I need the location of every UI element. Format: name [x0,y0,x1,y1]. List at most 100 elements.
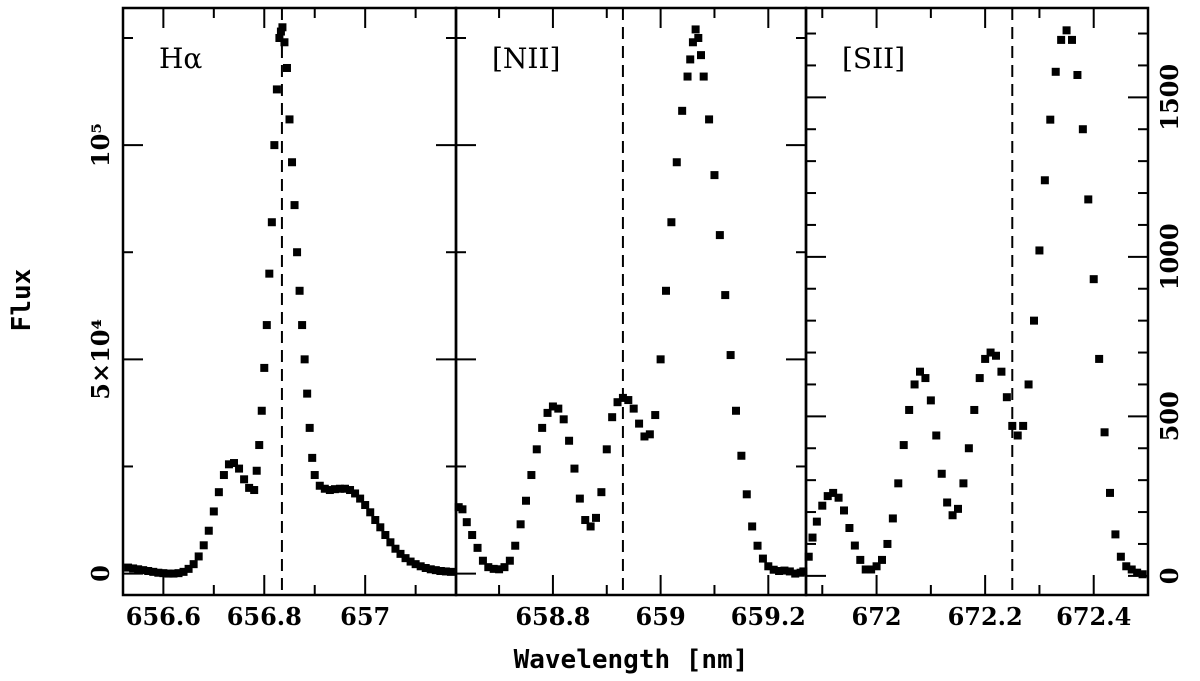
data-point [224,460,233,469]
data-point [255,441,264,450]
data-point [361,501,370,510]
data-point [1024,380,1033,389]
data-point [426,565,435,574]
data-point [282,63,291,72]
data-point [245,483,254,492]
data-point [667,218,676,227]
data-point [1008,421,1017,430]
data-point [1030,316,1038,325]
data-point [905,405,914,414]
data-point [926,396,935,405]
data-point [1078,125,1087,134]
data-point [325,486,334,495]
data-point [753,541,762,550]
data-point [189,560,198,569]
data-point [948,511,957,520]
data-point [174,569,183,578]
data-point [484,563,493,572]
y-axis-title: Flux [7,269,37,332]
data-point [769,565,778,574]
data-point [981,354,990,363]
data-point [613,398,622,407]
data-point [959,479,968,488]
y-tick-label: 1500 [1155,64,1184,131]
data-point [737,451,746,460]
data-point [932,431,941,440]
x-tick-label: 658.8 [515,602,590,631]
data-point [265,269,274,278]
data-point [300,355,309,364]
data-point [169,569,178,578]
data-point [396,549,405,558]
data-point [710,171,719,180]
data-point [597,488,606,497]
data-point [285,115,294,124]
data-point [1073,70,1082,79]
data-point [662,286,670,295]
data-point [688,38,697,47]
data-point [1051,67,1060,76]
data-point [293,248,302,257]
data-point [341,484,349,493]
data-point [683,72,692,81]
data-point [629,404,638,413]
data-point [894,479,903,488]
data-point [315,481,324,490]
data-point [1013,431,1022,440]
data-point [500,563,509,572]
data-point [742,490,751,499]
data-point [845,524,854,533]
x-tick-label: 672 [852,602,902,631]
x-tick-label: 672.2 [948,602,1023,631]
data-point [371,516,380,525]
data-point [861,565,870,574]
data-point [780,566,789,575]
data-point [240,475,249,484]
data-point [565,436,574,445]
y-tick-label: 5×10⁴ [86,319,115,400]
data-point [446,567,455,576]
panel-frame [121,6,458,597]
data-point [436,567,445,576]
data-point [267,218,276,227]
data-point [785,567,794,576]
data-point [351,489,360,498]
data-point [686,55,695,64]
data-point [303,389,312,398]
data-point [1068,35,1076,44]
y-tick-label: 500 [1155,391,1184,441]
data-point [320,484,329,493]
panel-sii: 672 672.2 672.4 0 500 1000 1500 [SII] [804,6,1184,631]
data-point [391,544,400,553]
data-point [672,158,681,167]
data-point [543,408,552,417]
data-point [1116,552,1125,561]
data-point [581,516,590,525]
data-point [1019,421,1028,430]
data-point [916,367,924,376]
data-point [910,380,919,389]
data-point [1084,195,1093,204]
data-point [888,514,897,523]
y-tick-label: 1000 [1155,223,1184,290]
data-point [381,531,390,540]
y-tick-label: 0 [1155,568,1184,585]
data-point [1035,246,1044,255]
data-point [252,466,261,475]
data-point [516,520,525,529]
data-point [280,38,289,47]
data-point [624,396,633,405]
data-point [818,501,827,510]
data-point [829,488,838,497]
data-point [164,569,173,578]
data-point [715,231,724,240]
data-point [209,507,218,516]
data-point [134,565,143,574]
data-point [235,464,244,473]
data-point [812,517,821,526]
data-point [975,374,984,383]
panel-label: [SII] [842,42,905,75]
data-point [159,569,168,578]
data-point [645,430,654,439]
data-point [204,526,213,535]
